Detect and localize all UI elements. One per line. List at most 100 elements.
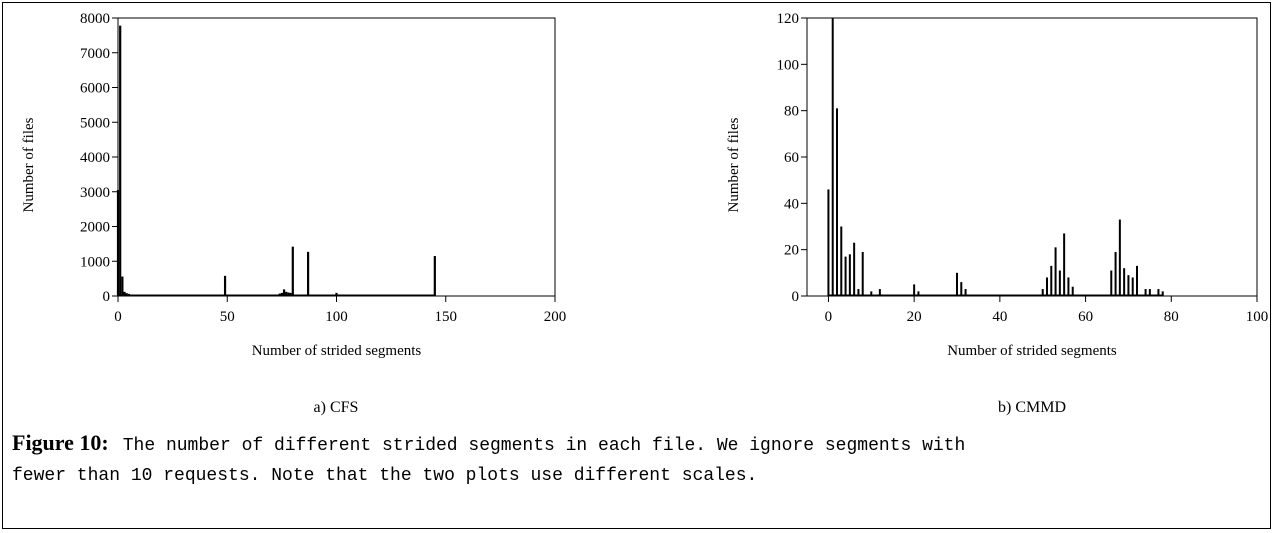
bar — [121, 276, 124, 296]
cmmd-chart: 0 20 40 60 80 100 120 0 20 40 60 80 100 Number of str… — [726, 11, 1268, 416]
x-tick-label: 100 — [1246, 309, 1269, 325]
bar — [831, 18, 834, 296]
bar — [219, 294, 222, 296]
bar — [1050, 265, 1053, 296]
bar — [313, 294, 316, 296]
y-tick-label: 100 — [777, 57, 800, 73]
bar — [125, 293, 128, 296]
bar — [215, 294, 218, 296]
x-axis-label: Number of strided segments — [947, 343, 1117, 359]
bar — [306, 251, 310, 296]
y-tick-label: 1000 — [80, 254, 110, 270]
bar — [210, 294, 214, 296]
bar — [1063, 233, 1066, 296]
bar — [853, 242, 856, 296]
bar — [861, 251, 864, 296]
bar — [848, 254, 851, 296]
bar — [1067, 277, 1070, 296]
bar — [1114, 251, 1117, 296]
y-tick-label: 7000 — [80, 46, 110, 62]
bar — [127, 293, 131, 296]
x-tick-label: 50 — [220, 309, 235, 325]
x-tick-label: 0 — [825, 309, 833, 325]
bar — [119, 25, 122, 297]
x-tick-label: 100 — [325, 309, 348, 325]
bar — [427, 294, 430, 296]
x-tick-label: 80 — [1164, 309, 1179, 325]
x-axis-label: Number of strided segments — [252, 343, 422, 359]
bar — [282, 289, 286, 296]
y-tick-label: 2000 — [80, 220, 110, 236]
bar — [433, 256, 436, 296]
plot-frame — [117, 17, 556, 297]
bar — [1148, 289, 1151, 296]
chart-title: a) CFS — [314, 399, 359, 416]
bar — [357, 294, 360, 296]
bar — [134, 294, 137, 296]
bar — [204, 294, 207, 296]
bar — [827, 189, 830, 296]
x-tick-label: 150 — [435, 309, 458, 325]
bar — [1123, 268, 1126, 296]
bar — [1110, 270, 1113, 296]
bar — [143, 294, 146, 296]
bar — [840, 226, 843, 296]
bar — [291, 246, 294, 296]
y-tick-label: 8000 — [80, 11, 110, 27]
chart-title: b) CMMD — [998, 399, 1066, 416]
bar — [844, 256, 847, 296]
y-tick-label: 3000 — [80, 185, 110, 201]
caption-line-2: fewer than 10 requests. Note that the tw… — [12, 466, 758, 486]
bar — [230, 294, 233, 296]
bar — [857, 289, 860, 296]
bar — [913, 284, 916, 296]
bar — [248, 294, 251, 296]
bar — [130, 294, 133, 296]
bar — [237, 294, 240, 296]
y-tick-label: 20 — [784, 243, 799, 259]
bar — [193, 294, 196, 296]
y-tick-label: 5000 — [80, 115, 110, 131]
y-tick-label: 0 — [103, 289, 111, 305]
x-tick-label: 200 — [544, 309, 567, 325]
caption-text-1: The number of different strided segments… — [122, 436, 966, 456]
caption-line-1: Figure 10: The number of different stride… — [12, 428, 1262, 461]
x-tick-label: 0 — [114, 309, 122, 325]
y-tick-label: 0 — [792, 289, 800, 305]
bar — [1071, 286, 1074, 296]
bar — [1054, 247, 1057, 296]
bar — [390, 294, 393, 296]
bar — [1161, 291, 1164, 296]
bar — [335, 292, 338, 296]
bar — [1041, 289, 1044, 296]
y-tick-label: 80 — [784, 104, 799, 120]
bar — [956, 272, 958, 296]
bar — [1144, 289, 1147, 296]
bar — [223, 275, 227, 296]
bar — [1058, 270, 1061, 296]
bar — [917, 291, 920, 296]
bar — [116, 190, 120, 296]
bar — [964, 289, 967, 296]
bar — [1118, 219, 1121, 296]
bar — [276, 294, 279, 296]
bar — [123, 291, 126, 296]
caption-label: Figure 10: — [12, 430, 109, 455]
bar — [149, 294, 152, 296]
figure-caption: Figure 10: The number of different stride… — [12, 428, 1262, 491]
bar — [379, 294, 382, 296]
bar — [278, 293, 281, 296]
bar — [1127, 275, 1130, 296]
y-tick-label: 4000 — [80, 150, 110, 166]
y-tick-label: 60 — [784, 150, 799, 166]
bar — [285, 291, 288, 296]
cfs-chart: 0 1000 2000 3000 4000 5000 6000 7000 8000 0 50 100 1… — [21, 11, 566, 416]
bar — [182, 294, 185, 296]
bar — [324, 294, 327, 296]
plot-frame — [806, 17, 1258, 297]
bar — [1157, 289, 1160, 296]
y-tick-label: 6000 — [80, 81, 110, 97]
bar — [296, 294, 299, 296]
bar — [160, 294, 163, 296]
